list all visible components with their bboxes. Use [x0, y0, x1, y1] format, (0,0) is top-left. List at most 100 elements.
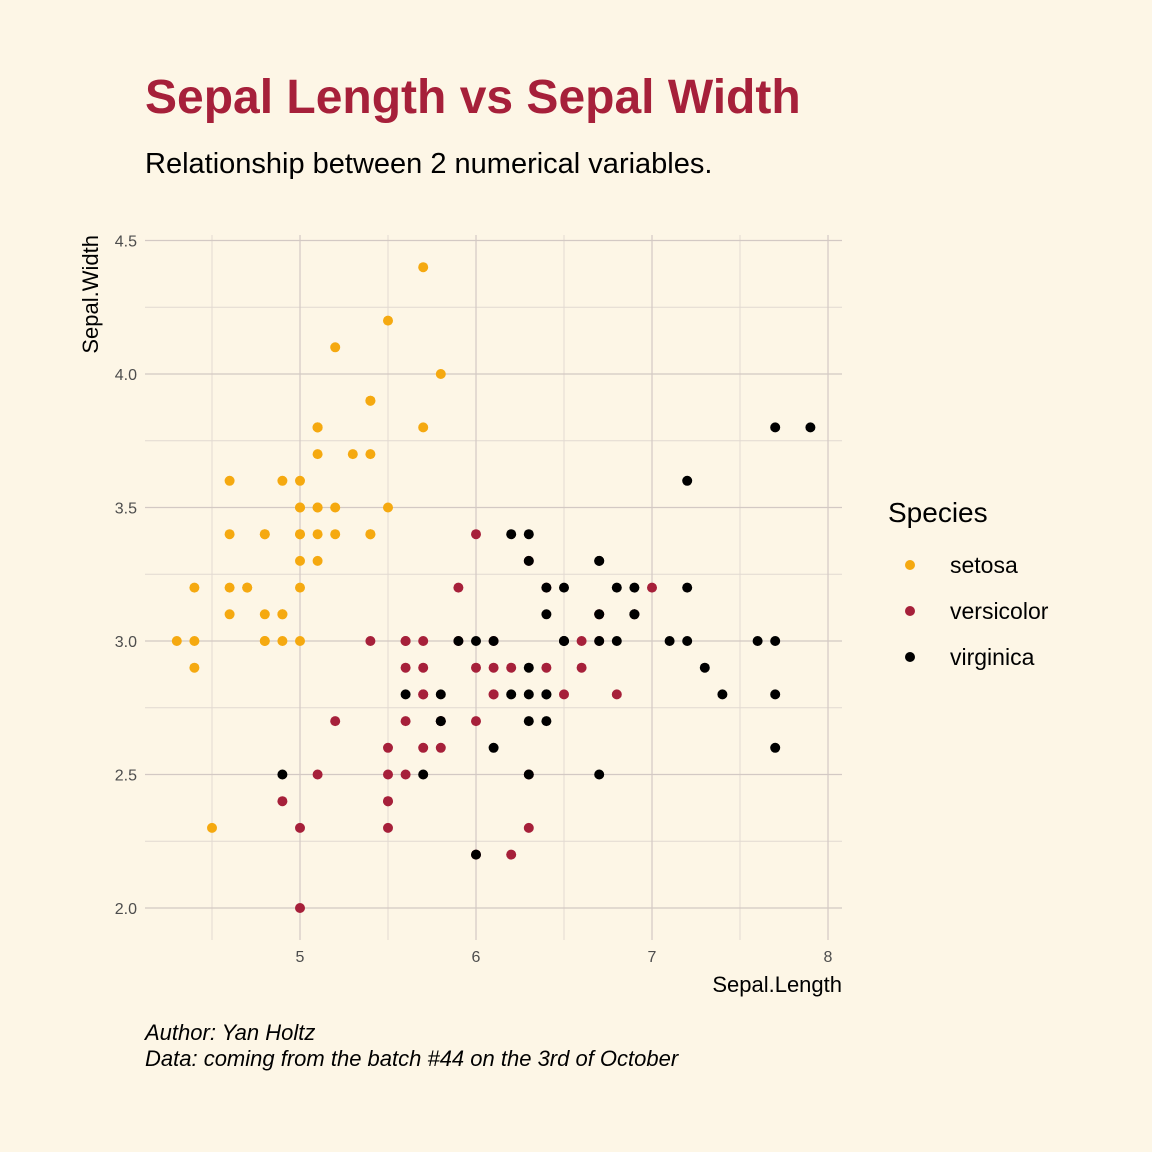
data-point-virginica: [435, 689, 446, 700]
data-point-versicolor: [559, 689, 569, 700]
data-point-virginica: [506, 689, 517, 700]
data-point-virginica: [471, 636, 481, 646]
data-point-versicolor: [295, 903, 305, 913]
data-point-setosa: [259, 529, 270, 540]
data-point-virginica: [611, 636, 622, 646]
data-point-setosa: [189, 662, 200, 673]
data-point-setosa: [312, 449, 323, 460]
data-point-virginica: [541, 582, 552, 593]
data-point-setosa: [312, 529, 323, 540]
chart-title: Sepal Length vs Sepal Width: [145, 71, 801, 124]
data-point-virginica: [559, 582, 569, 593]
data-point-virginica: [400, 689, 411, 700]
data-point-setosa: [207, 822, 217, 833]
data-point-virginica: [523, 689, 534, 700]
data-point-setosa: [365, 395, 376, 406]
data-point-virginica: [418, 769, 429, 780]
data-point-versicolor: [312, 769, 323, 780]
legend-key-virginica: [905, 652, 915, 662]
x-tick-label: 8: [824, 949, 833, 966]
data-point-virginica: [682, 475, 693, 486]
legend-label-versicolor: versicolor: [950, 598, 1049, 624]
data-point-versicolor: [576, 662, 587, 673]
data-point-versicolor: [471, 662, 481, 673]
x-axis-title: Sepal.Length: [712, 972, 842, 997]
y-tick-label: 3.0: [115, 634, 137, 651]
data-point-setosa: [295, 529, 305, 540]
data-point-virginica: [523, 555, 534, 566]
series-versicolor: [277, 529, 657, 913]
data-point-setosa: [295, 636, 305, 646]
data-point-virginica: [435, 716, 446, 727]
data-point-setosa: [383, 315, 393, 326]
data-point-virginica: [594, 555, 605, 566]
data-point-virginica: [682, 582, 693, 593]
legend-label-virginica: virginica: [950, 644, 1035, 670]
data-point-virginica: [699, 662, 710, 673]
data-point-setosa: [259, 636, 270, 646]
data-point-setosa: [365, 529, 376, 540]
data-point-versicolor: [471, 716, 481, 727]
data-point-virginica: [629, 609, 640, 620]
data-point-versicolor: [611, 689, 622, 700]
data-point-versicolor: [400, 662, 411, 673]
data-point-setosa: [295, 475, 305, 486]
caption-data-source: Data: coming from the batch #44 on the 3…: [145, 1046, 679, 1071]
data-point-virginica: [770, 422, 781, 433]
data-point-virginica: [594, 769, 605, 780]
data-point-setosa: [295, 582, 305, 593]
data-point-virginica: [594, 609, 605, 620]
data-point-virginica: [805, 422, 816, 433]
legend-title: Species: [888, 497, 988, 528]
data-point-virginica: [682, 636, 693, 646]
y-tick-label: 4.5: [115, 234, 137, 251]
data-point-versicolor: [295, 822, 305, 833]
data-point-versicolor: [277, 796, 288, 807]
legend-key-versicolor: [905, 606, 915, 616]
data-point-setosa: [418, 262, 429, 273]
data-point-virginica: [523, 662, 534, 673]
data-point-setosa: [435, 369, 446, 379]
chart-caption: Author: Yan Holtz Data: coming from the …: [145, 1020, 678, 1072]
data-point-virginica: [488, 742, 499, 753]
data-point-virginica: [629, 582, 640, 593]
data-point-setosa: [312, 502, 323, 513]
data-point-virginica: [453, 636, 464, 646]
y-tick-label: 2.5: [115, 768, 137, 785]
data-point-versicolor: [418, 742, 429, 753]
data-point-virginica: [541, 689, 552, 700]
data-point-versicolor: [576, 636, 587, 646]
data-point-virginica: [594, 636, 605, 646]
data-point-versicolor: [365, 636, 376, 646]
data-point-setosa: [295, 502, 305, 513]
data-point-setosa: [347, 449, 358, 460]
data-point-versicolor: [383, 742, 393, 753]
data-point-versicolor: [383, 822, 393, 833]
data-point-versicolor: [418, 636, 429, 646]
data-point-versicolor: [471, 529, 481, 540]
data-point-setosa: [312, 422, 323, 433]
data-point-versicolor: [523, 822, 534, 833]
caption-author: Author: Yan Holtz: [145, 1020, 316, 1045]
data-point-versicolor: [488, 689, 499, 700]
data-point-setosa: [224, 475, 235, 486]
x-tick-label: 5: [296, 949, 305, 966]
data-point-virginica: [523, 716, 534, 727]
x-tick-label: 6: [472, 949, 481, 966]
data-point-virginica: [559, 636, 569, 646]
data-point-setosa: [224, 529, 235, 540]
y-axis-title: Sepal.Width: [78, 235, 103, 354]
data-point-versicolor: [400, 769, 411, 780]
data-point-setosa: [312, 555, 323, 566]
data-point-versicolor: [506, 662, 517, 673]
data-point-virginica: [277, 769, 288, 780]
data-point-virginica: [523, 529, 534, 540]
y-tick-label: 4.0: [115, 367, 137, 384]
data-point-virginica: [770, 689, 781, 700]
data-point-setosa: [330, 529, 341, 540]
data-point-setosa: [295, 555, 305, 566]
data-point-virginica: [752, 636, 763, 646]
data-point-versicolor: [418, 662, 429, 673]
data-point-setosa: [330, 502, 341, 513]
data-point-versicolor: [488, 662, 499, 673]
